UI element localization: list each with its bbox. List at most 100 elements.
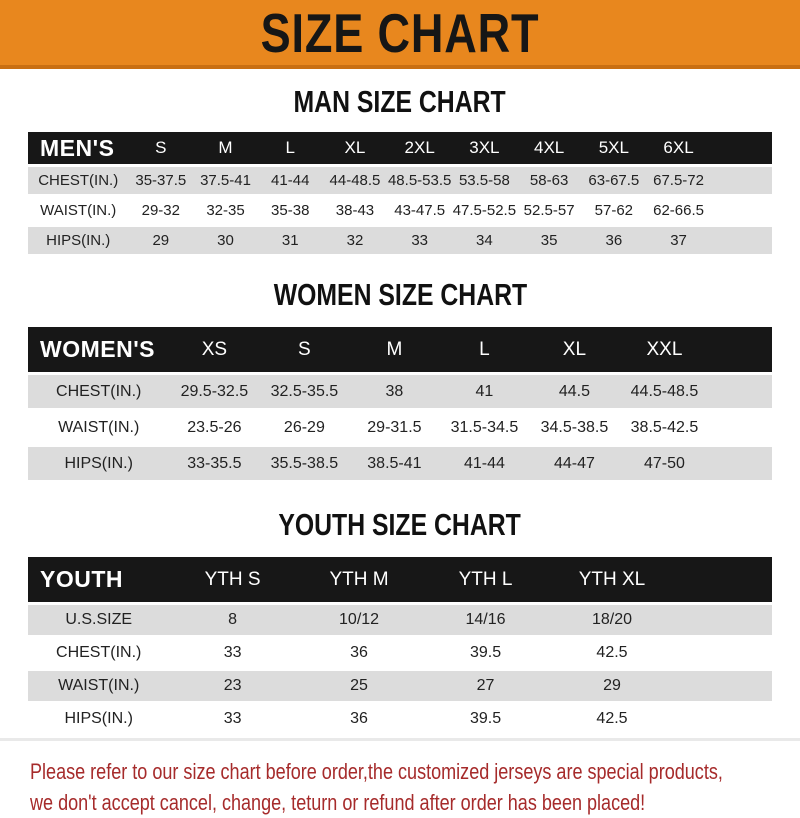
row-label: WAIST(IN.) <box>28 411 170 444</box>
row-label: CHEST(IN.) <box>28 167 129 194</box>
size-cell: 41-44 <box>439 447 530 480</box>
notice-line-1: Please refer to our size chart before or… <box>30 759 723 784</box>
youth-size-chart-heading: YOUTH SIZE CHART <box>0 508 800 542</box>
size-cell: 29-32 <box>128 197 194 224</box>
size-cell: 63-67.5 <box>581 167 647 194</box>
row-label: WAIST(IN.) <box>28 671 170 701</box>
table-row: CHEST(IN.) 33 36 39.5 42.5 <box>28 638 772 668</box>
notice-line-2: we don't accept cancel, change, teturn o… <box>30 790 646 815</box>
size-cell: 48.5-53.5 <box>387 167 453 194</box>
column-header: XL <box>322 132 388 164</box>
size-cell: 27 <box>422 671 549 701</box>
size-cell: 39.5 <box>422 638 549 668</box>
size-cell: 44.5 <box>529 375 620 408</box>
column-header: L <box>257 132 323 164</box>
table-row: WAIST(IN.) 23 25 27 29 <box>28 671 772 701</box>
size-cell: 35.5-38.5 <box>259 447 350 480</box>
size-cell: 23.5-26 <box>169 411 260 444</box>
table-row: HIPS(IN.) 29 30 31 32 33 34 35 36 37 <box>28 227 772 254</box>
table-corner-label: WOMEN'S <box>28 327 170 372</box>
size-cell: 29.5-32.5 <box>169 375 260 408</box>
size-chart-banner: SIZE CHART <box>0 0 800 69</box>
size-cell: 67.5-72 <box>646 167 711 194</box>
header-spacer <box>709 327 772 372</box>
table-row: WAIST(IN.) 23.5-26 26-29 29-31.5 31.5-34.5 34… <box>28 411 772 444</box>
size-cell: 35-37.5 <box>128 167 194 194</box>
size-cell: 44-48.5 <box>322 167 388 194</box>
column-header: S <box>259 327 350 372</box>
size-cell: 39.5 <box>422 704 549 734</box>
women-size-table: WOMEN'S XS S M L XL XXL CHEST(IN.) 29.5-32.5 32.5… <box>28 324 772 483</box>
row-label: U.S.SIZE <box>28 605 170 635</box>
size-cell: 38.5-41 <box>349 447 440 480</box>
size-cell: 29-31.5 <box>349 411 440 444</box>
row-spacer <box>675 671 772 701</box>
table-row: U.S.SIZE 8 10/12 14/16 18/20 <box>28 605 772 635</box>
row-spacer <box>709 411 772 444</box>
size-cell: 29 <box>128 227 194 254</box>
size-cell: 31 <box>257 227 323 254</box>
column-header: 3XL <box>452 132 517 164</box>
size-cell: 41-44 <box>257 167 323 194</box>
row-spacer <box>675 638 772 668</box>
size-cell: 58-63 <box>516 167 582 194</box>
size-cell: 57-62 <box>581 197 647 224</box>
size-cell: 35-38 <box>257 197 323 224</box>
size-cell: 31.5-34.5 <box>439 411 530 444</box>
table-row: WAIST(IN.) 29-32 32-35 35-38 38-43 43-47.5 47.… <box>28 197 772 224</box>
size-cell: 37 <box>646 227 711 254</box>
column-header: 5XL <box>581 132 647 164</box>
table-corner-label: YOUTH <box>28 557 170 602</box>
table-end-divider <box>0 738 800 741</box>
order-notice: Please refer to our size chart before or… <box>30 756 800 818</box>
row-spacer <box>710 197 772 224</box>
size-cell: 52.5-57 <box>516 197 582 224</box>
women-size-chart-heading: WOMEN SIZE CHART <box>0 278 800 312</box>
column-header: M <box>193 132 258 164</box>
column-header: 4XL <box>516 132 582 164</box>
column-header: S <box>128 132 194 164</box>
size-cell: 34.5-38.5 <box>529 411 620 444</box>
column-header: 2XL <box>387 132 453 164</box>
size-cell: 44.5-48.5 <box>619 375 710 408</box>
size-cell: 33 <box>169 704 296 734</box>
row-spacer <box>675 605 772 635</box>
youth-size-table: YOUTH YTH S YTH M YTH L YTH XL U.S.SIZE 8 10/12… <box>28 554 772 737</box>
size-cell: 33 <box>169 638 296 668</box>
size-cell: 32 <box>322 227 388 254</box>
size-cell: 33 <box>387 227 453 254</box>
row-label: HIPS(IN.) <box>28 704 170 734</box>
column-header: YTH XL <box>548 557 676 602</box>
size-cell: 18/20 <box>548 605 676 635</box>
size-cell: 38.5-42.5 <box>619 411 710 444</box>
table-row: CHEST(IN.) 35-37.5 37.5-41 41-44 44-48.5 48.5… <box>28 167 772 194</box>
size-cell: 47-50 <box>619 447 710 480</box>
page-title: SIZE CHART <box>260 1 540 64</box>
women-size-chart-heading-text: WOMEN SIZE CHART <box>273 277 527 312</box>
size-header-row: MEN'S S M L XL 2XL 3XL 4XL 5XL 6XL <box>28 132 772 164</box>
size-cell: 36 <box>295 638 423 668</box>
size-cell: 35 <box>516 227 582 254</box>
size-header-row: YOUTH YTH S YTH M YTH L YTH XL <box>28 557 772 602</box>
size-cell: 26-29 <box>259 411 350 444</box>
size-cell: 37.5-41 <box>193 167 258 194</box>
size-cell: 47.5-52.5 <box>452 197 517 224</box>
size-cell: 30 <box>193 227 258 254</box>
size-header-row: WOMEN'S XS S M L XL XXL <box>28 327 772 372</box>
men-size-table: MEN'S S M L XL 2XL 3XL 4XL 5XL 6XL CHEST(IN.) 35-37… <box>28 129 772 257</box>
size-cell: 36 <box>581 227 647 254</box>
size-cell: 62-66.5 <box>646 197 711 224</box>
size-cell: 41 <box>439 375 530 408</box>
column-header: YTH L <box>422 557 549 602</box>
column-header: L <box>439 327 530 372</box>
size-cell: 38 <box>349 375 440 408</box>
size-cell: 10/12 <box>295 605 423 635</box>
size-cell: 42.5 <box>548 638 676 668</box>
size-cell: 25 <box>295 671 423 701</box>
size-cell: 32.5-35.5 <box>259 375 350 408</box>
size-cell: 42.5 <box>548 704 676 734</box>
header-spacer <box>710 132 772 164</box>
column-header: XL <box>529 327 620 372</box>
table-row: HIPS(IN.) 33 36 39.5 42.5 <box>28 704 772 734</box>
